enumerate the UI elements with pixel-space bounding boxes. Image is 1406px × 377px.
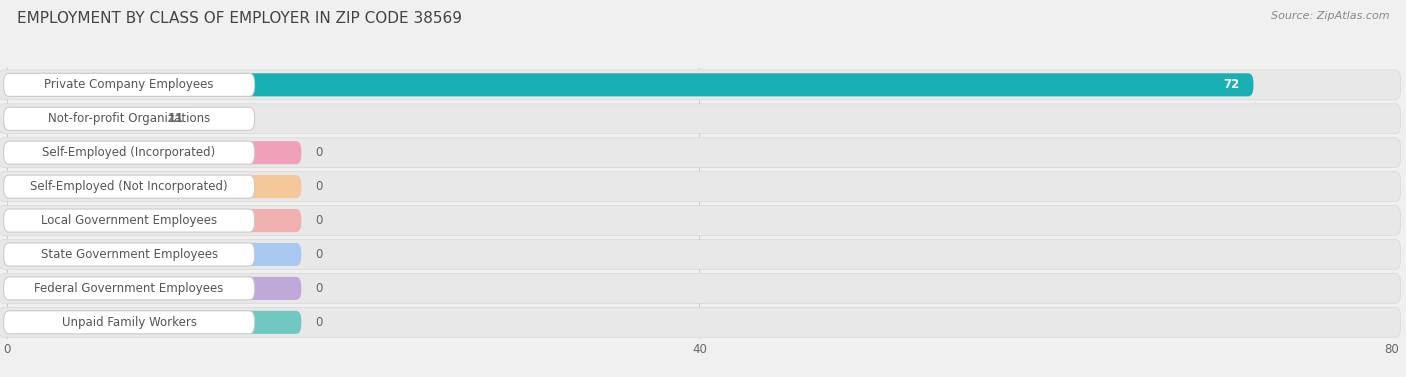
FancyBboxPatch shape [7, 243, 301, 266]
Text: 0: 0 [315, 282, 322, 295]
Text: Source: ZipAtlas.com: Source: ZipAtlas.com [1271, 11, 1389, 21]
FancyBboxPatch shape [0, 239, 1400, 270]
FancyBboxPatch shape [7, 175, 301, 198]
Text: 11: 11 [167, 112, 184, 125]
Text: Local Government Employees: Local Government Employees [41, 214, 217, 227]
FancyBboxPatch shape [4, 209, 254, 232]
Text: 0: 0 [315, 316, 322, 329]
FancyBboxPatch shape [7, 107, 197, 130]
FancyBboxPatch shape [0, 307, 1400, 337]
Text: 0: 0 [315, 180, 322, 193]
FancyBboxPatch shape [0, 205, 1400, 236]
FancyBboxPatch shape [4, 175, 254, 198]
Text: EMPLOYMENT BY CLASS OF EMPLOYER IN ZIP CODE 38569: EMPLOYMENT BY CLASS OF EMPLOYER IN ZIP C… [17, 11, 463, 26]
Text: 0: 0 [315, 248, 322, 261]
FancyBboxPatch shape [7, 141, 301, 164]
FancyBboxPatch shape [7, 209, 301, 232]
FancyBboxPatch shape [0, 70, 1400, 100]
FancyBboxPatch shape [0, 273, 1400, 303]
FancyBboxPatch shape [7, 73, 1254, 97]
FancyBboxPatch shape [0, 172, 1400, 202]
Text: Not-for-profit Organizations: Not-for-profit Organizations [48, 112, 211, 125]
Text: 72: 72 [1223, 78, 1240, 91]
Text: 0: 0 [315, 214, 322, 227]
FancyBboxPatch shape [4, 311, 254, 334]
FancyBboxPatch shape [4, 141, 254, 164]
FancyBboxPatch shape [4, 277, 254, 300]
Text: Private Company Employees: Private Company Employees [45, 78, 214, 91]
Text: Self-Employed (Incorporated): Self-Employed (Incorporated) [42, 146, 215, 159]
FancyBboxPatch shape [7, 311, 301, 334]
FancyBboxPatch shape [4, 73, 254, 97]
Text: 0: 0 [315, 146, 322, 159]
Text: Federal Government Employees: Federal Government Employees [34, 282, 224, 295]
FancyBboxPatch shape [7, 277, 301, 300]
Text: Unpaid Family Workers: Unpaid Family Workers [62, 316, 197, 329]
FancyBboxPatch shape [4, 243, 254, 266]
FancyBboxPatch shape [0, 104, 1400, 134]
Text: State Government Employees: State Government Employees [41, 248, 218, 261]
Text: Self-Employed (Not Incorporated): Self-Employed (Not Incorporated) [31, 180, 228, 193]
FancyBboxPatch shape [4, 107, 254, 130]
FancyBboxPatch shape [0, 138, 1400, 168]
